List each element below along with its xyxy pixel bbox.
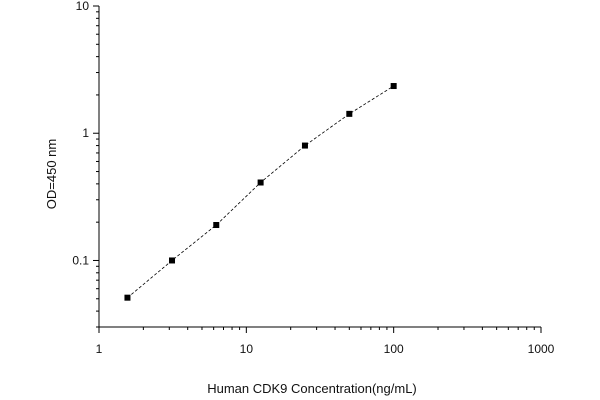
data-point xyxy=(257,179,264,186)
data-point xyxy=(213,222,220,229)
x-tick-label: 10 xyxy=(240,342,254,356)
y-tick-label: 1 xyxy=(82,126,89,140)
data-series xyxy=(124,83,397,301)
series-line xyxy=(127,85,394,299)
axes xyxy=(98,6,541,328)
x-tick-label: 1000 xyxy=(528,342,555,356)
y-axis-label: OD=450 nm xyxy=(44,139,59,209)
y-tick-label: 10 xyxy=(76,0,90,13)
ticks: 1 10 100 1000 0.1 1 10 xyxy=(72,0,554,356)
data-point xyxy=(169,257,176,264)
x-tick-label: 100 xyxy=(384,342,404,356)
data-point xyxy=(124,294,131,301)
data-point xyxy=(346,110,353,117)
x-axis-label: Human CDK9 Concentration(ng/mL) xyxy=(207,381,417,396)
x-tick-label: 1 xyxy=(96,342,103,356)
data-point xyxy=(301,142,308,149)
data-point xyxy=(390,83,397,90)
y-tick-label: 0.1 xyxy=(72,253,89,267)
